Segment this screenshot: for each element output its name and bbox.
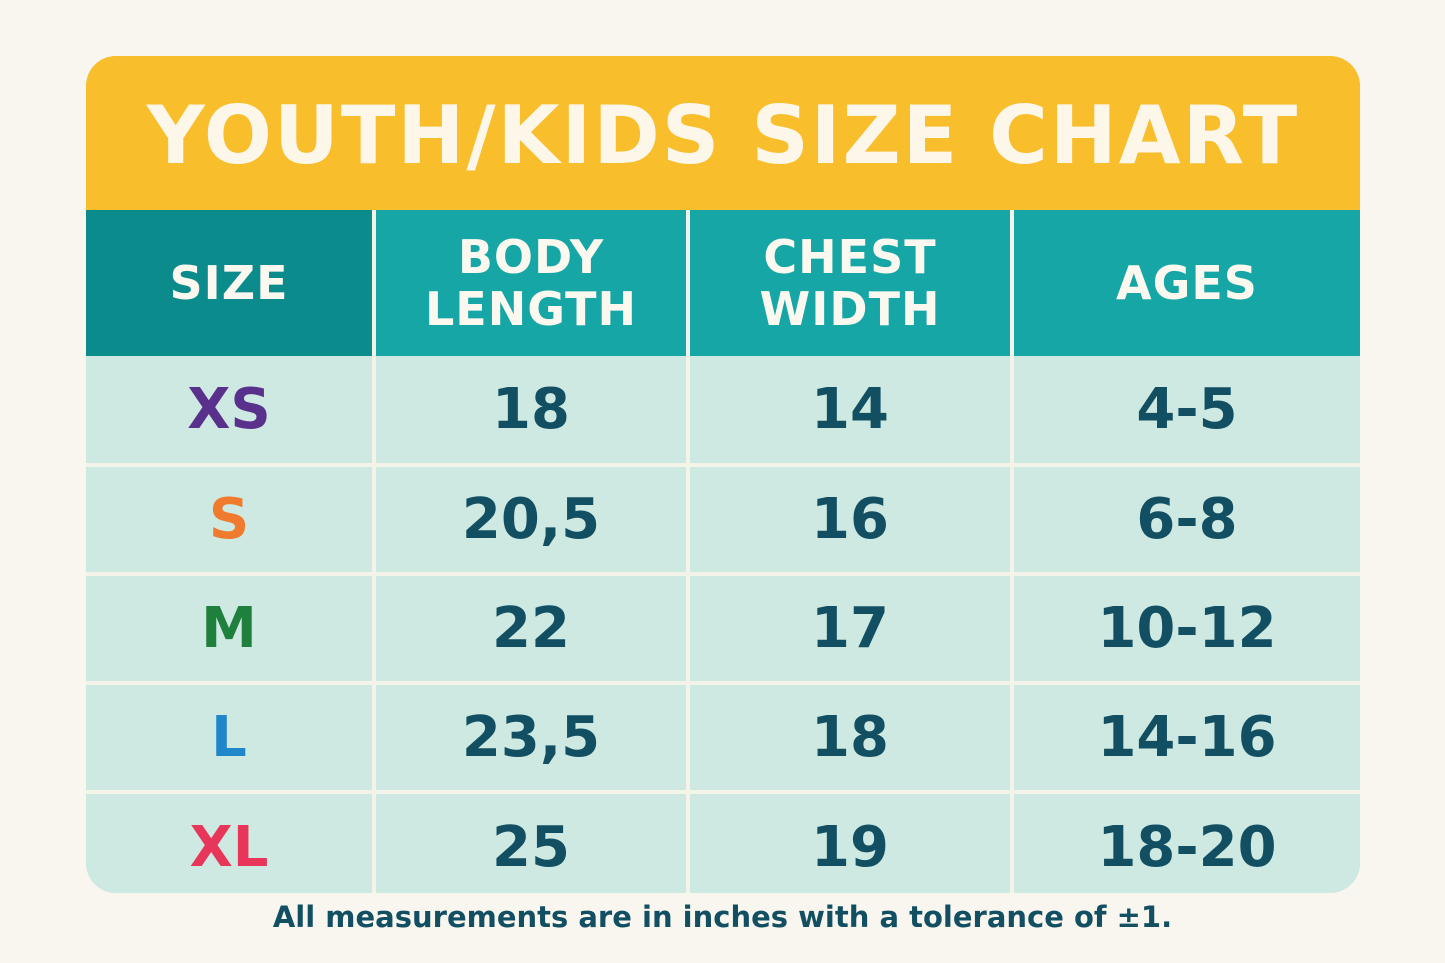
size-cell: S [86, 465, 376, 576]
header-chest-width: CHEST WIDTH [688, 210, 1014, 356]
title-bar: YOUTH/KIDS SIZE CHART [86, 56, 1360, 210]
ages-cell: 10-12 [1012, 574, 1360, 685]
header-chest-width-line1: CHEST [763, 230, 937, 284]
body-length-cell: 23,5 [374, 683, 690, 794]
chest-width-cell: 16 [688, 465, 1014, 576]
table-row: XL 25 19 18-20 [86, 792, 1360, 893]
size-table: SIZE BODY LENGTH CHEST WIDTH AGES XS 18 [86, 210, 1360, 893]
table-row: L 23,5 18 14-16 [86, 683, 1360, 794]
ages-cell: 6-8 [1012, 465, 1360, 576]
chest-width-cell: 17 [688, 574, 1014, 685]
table-row: S 20,5 16 6-8 [86, 465, 1360, 576]
chart-title: YOUTH/KIDS SIZE CHART [146, 89, 1300, 182]
size-chart-card: YOUTH/KIDS SIZE CHART SIZE BODY LENGTH C… [86, 56, 1360, 893]
header-row: SIZE BODY LENGTH CHEST WIDTH AGES [86, 210, 1360, 356]
header-size: SIZE [86, 210, 376, 356]
body-length-cell: 18 [374, 356, 690, 467]
chest-width-cell: 18 [688, 683, 1014, 794]
chest-width-cell: 14 [688, 356, 1014, 467]
size-cell: XS [86, 356, 376, 467]
header-ages: AGES [1012, 210, 1360, 356]
header-body-length-line2: LENGTH [424, 282, 638, 336]
ages-cell: 18-20 [1012, 792, 1360, 893]
body-length-cell: 20,5 [374, 465, 690, 576]
body-length-cell: 25 [374, 792, 690, 893]
ages-cell: 4-5 [1012, 356, 1360, 467]
body-length-cell: 22 [374, 574, 690, 685]
chest-width-cell: 19 [688, 792, 1014, 893]
header-ages-label: AGES [1116, 256, 1258, 310]
size-cell: L [86, 683, 376, 794]
header-size-label: SIZE [169, 256, 289, 310]
ages-cell: 14-16 [1012, 683, 1360, 794]
table-row: XS 18 14 4-5 [86, 356, 1360, 467]
size-cell: M [86, 574, 376, 685]
table-row: M 22 17 10-12 [86, 574, 1360, 685]
size-cell: XL [86, 792, 376, 893]
header-body-length: BODY LENGTH [374, 210, 690, 356]
header-body-length-line1: BODY [457, 230, 605, 284]
header-chest-width-line2: WIDTH [759, 282, 941, 336]
footnote: All measurements are in inches with a to… [272, 900, 1173, 934]
